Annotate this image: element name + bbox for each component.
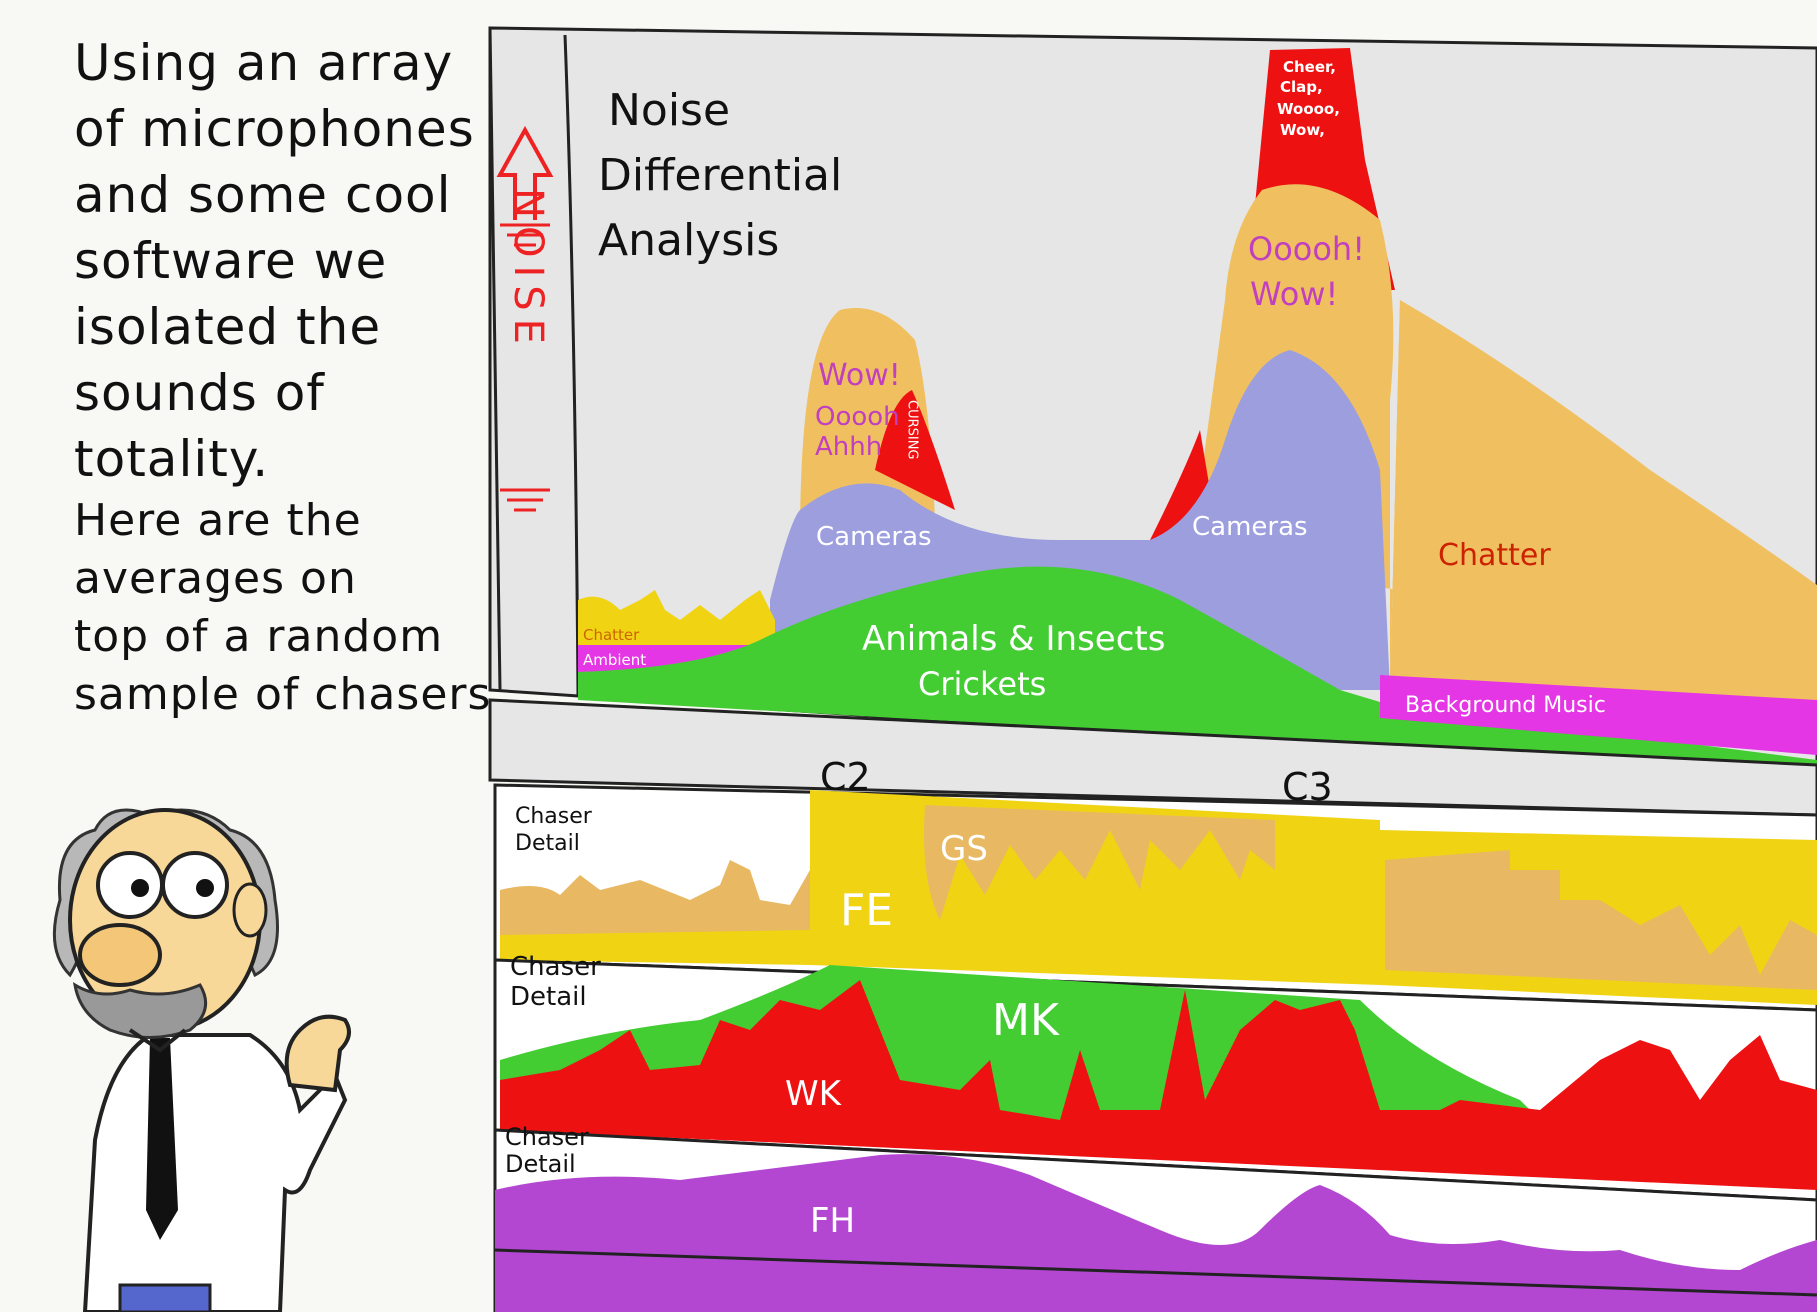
animals-label: Animals & Insects <box>862 619 1165 659</box>
cursing-region <box>875 390 955 510</box>
analysis-title-line: Analysis <box>598 215 779 266</box>
cheer-label-line: Cheer, <box>1283 58 1336 76</box>
professor-glasses <box>96 851 164 919</box>
chatter-large-label: Chatter <box>1438 538 1551 573</box>
narration-line: Using an array <box>74 34 454 92</box>
background-music-region <box>1380 675 1817 755</box>
narration-line: and some cool <box>74 166 452 224</box>
analysis-title-line: Differential <box>598 150 842 201</box>
chaser-label-line: Detail <box>510 982 587 1012</box>
noise-differential-panel: NOISE Noise Differential Analysis <box>488 26 1817 782</box>
fh-tag: FH <box>810 1201 855 1241</box>
fe-tag: FE <box>840 885 893 936</box>
chaser-detail-panel-1: Chaser Detail GS FE <box>493 783 1817 1012</box>
oooh-label: Ooooh <box>815 402 900 432</box>
chaser-detail-panel-2: Chaser Detail MK WK <box>493 952 1817 1202</box>
ooooh-wow-label-line: Wow! <box>1250 275 1338 313</box>
cheer-label-line: Wow, <box>1280 121 1325 139</box>
cheer-label-line: Woooo, <box>1277 100 1340 118</box>
mk-tag: MK <box>992 995 1060 1046</box>
chatter-small-region <box>578 590 775 645</box>
chaser-detail-panel-3: Chaser Detail FH <box>493 1123 1817 1312</box>
professor-ear <box>232 882 268 938</box>
cameras-right-label: Cameras <box>1192 512 1308 542</box>
ambient-label: Ambient <box>583 651 646 669</box>
narration-line: isolated the <box>74 298 382 356</box>
narration-line: averages on <box>74 553 357 604</box>
animals-region <box>578 566 1817 770</box>
narration-line: software we <box>74 232 388 290</box>
noise-axis-arrow-icon <box>496 125 554 220</box>
fh-region <box>495 1154 1817 1312</box>
chaser-label-line: Chaser <box>510 952 601 982</box>
gs-region <box>924 805 1275 920</box>
ahhh-label: Ahhh <box>815 432 882 462</box>
narration-line: Here are the <box>74 495 362 546</box>
crickets-label: Crickets <box>918 665 1046 703</box>
chaser-label-line: Detail <box>505 1150 576 1178</box>
cheer-label-line: Clap, <box>1280 78 1323 96</box>
wk-region <box>500 980 1817 1190</box>
narration-line: sounds of <box>74 364 325 422</box>
chaser-label-line: Detail <box>515 831 580 856</box>
narration-line: totality. <box>74 430 270 488</box>
chaser-label-line: Chaser <box>515 804 593 829</box>
chatter-small-label: Chatter <box>583 626 640 644</box>
professor-nose <box>78 923 162 987</box>
contact-marker-strip: C2 C3 <box>488 698 1817 817</box>
chaser-label-line: Chaser <box>505 1123 589 1151</box>
noise-axis-label: NOISE <box>505 188 551 352</box>
cameras-left-label: Cameras <box>816 522 932 552</box>
cursing-label: CURSING <box>905 400 920 460</box>
narration-line: top of a random <box>74 611 444 662</box>
professor-hand <box>284 1014 351 1093</box>
analysis-title-line: Noise <box>608 85 730 136</box>
background-music-label: Background Music <box>1405 693 1606 718</box>
narration-text: Using an array of microphones and some c… <box>74 30 507 724</box>
wk-tag: WK <box>785 1074 843 1114</box>
professor-pants <box>118 1283 212 1312</box>
professor-tie <box>146 1038 178 1240</box>
ooooh-wow-label-line: Ooooh! <box>1248 230 1365 268</box>
wow-label: Wow! <box>818 358 901 393</box>
gs-tag: GS <box>940 829 988 869</box>
narration-line: sample of chasers. <box>74 669 507 720</box>
narration-line: of microphones <box>74 100 475 158</box>
professor-beard <box>72 982 208 1039</box>
professor-character <box>52 808 351 1312</box>
